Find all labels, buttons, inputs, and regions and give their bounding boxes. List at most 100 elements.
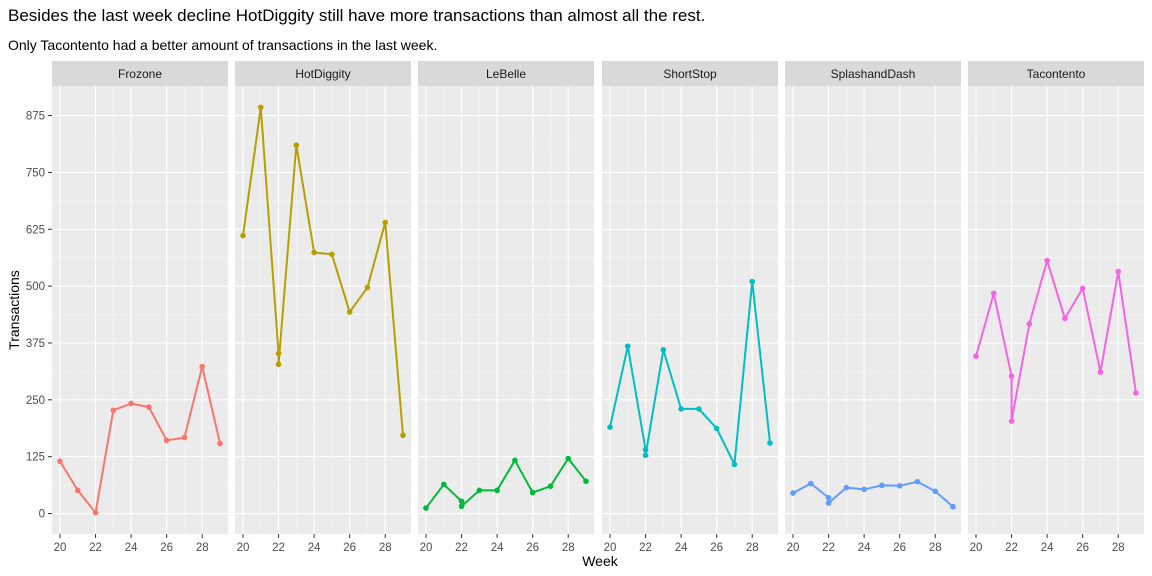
panel-background-shortstop [602,86,778,534]
data-point-shortstop [660,346,667,353]
x-tick-label: 28 [562,542,575,554]
data-point-shortstop [678,406,684,412]
x-tick-label: 20 [54,542,67,554]
data-point-hotdiggity [240,232,246,239]
data-point-frozone [128,400,134,407]
data-point-splashanddash [790,490,796,496]
x-tick-label: 26 [343,542,356,554]
data-point-lebelle [529,489,536,496]
data-point-lebelle [423,505,429,511]
y-tick-label: 750 [26,167,45,179]
data-point-tacontento [1097,369,1104,375]
data-point-splashanddash [950,503,956,510]
data-point-frozone [146,404,152,410]
data-point-lebelle [494,487,500,494]
x-tick-label: 22 [272,542,285,554]
x-tick-label: 28 [196,542,209,554]
data-point-splashanddash [807,480,814,487]
data-point-tacontento [1062,315,1068,322]
x-tick-label: 20 [420,542,433,554]
data-point-lebelle [440,481,447,488]
data-point-frozone [57,458,63,465]
y-tick-label: 250 [26,395,45,407]
data-point-hotdiggity [346,309,353,315]
data-point-frozone [163,437,170,444]
data-point-frozone [92,509,99,516]
data-point-lebelle [512,457,518,464]
y-tick-label: 125 [26,452,45,464]
data-point-shortstop [749,278,756,285]
y-tick-label: 625 [26,224,45,236]
x-tick-label: 22 [455,542,468,554]
data-point-splashanddash [914,478,921,485]
x-tick-label: 22 [822,542,835,554]
data-point-tacontento [1044,257,1050,264]
data-point-tacontento [1008,373,1015,379]
data-point-shortstop [642,452,649,459]
x-tick-label: 28 [379,542,392,554]
x-tick-label: 26 [160,542,173,554]
data-point-shortstop [731,461,738,468]
facet-strip-frozone [52,61,228,86]
x-tick-label: 24 [491,542,504,554]
facet-label-frozone: Frozone [118,67,162,81]
data-point-frozone [181,434,188,441]
data-point-lebelle [458,503,465,510]
chart-subtitle: Only Tacontento had a better amount of t… [8,37,438,53]
facet-strip-shortstop [602,61,778,86]
facet-label-shortstop: ShortStop [663,67,717,81]
data-point-hotdiggity [382,219,389,226]
x-tick-label: 24 [1041,542,1054,554]
data-point-splashanddash [861,486,867,493]
x-tick-label: 20 [604,542,617,554]
data-point-lebelle [476,487,483,494]
data-point-tacontento [990,290,997,297]
data-point-frozone [110,407,117,414]
data-point-splashanddash [896,482,903,489]
x-tick-label: 20 [787,542,800,554]
x-tick-label: 22 [639,542,652,554]
y-tick-label: 500 [26,281,45,293]
x-axis-title: Week [582,553,619,569]
facet-strip-tacontento [968,61,1144,86]
facet-strip-splashanddash [785,61,961,86]
x-tick-label: 28 [929,542,942,554]
y-tick-label: 375 [26,338,45,350]
data-point-hotdiggity [257,104,264,111]
x-tick-label: 24 [308,542,321,554]
x-tick-label: 26 [893,542,906,554]
data-point-splashanddash [843,484,850,491]
x-tick-label: 26 [710,542,723,554]
data-point-shortstop [642,447,649,453]
chart-title: Besides the last week decline HotDiggity… [8,6,706,25]
data-point-tacontento [1008,418,1015,425]
panel-background-tacontento [968,86,1144,534]
data-point-tacontento [1026,321,1033,327]
data-point-tacontento [1133,390,1139,396]
x-tick-label: 24 [858,542,871,554]
x-tick-label: 24 [125,542,138,554]
facet-label-hotdiggity: HotDiggity [295,67,350,81]
facet-label-splashanddash: SplashandDash [831,67,916,81]
data-point-hotdiggity [329,251,335,258]
data-point-frozone [199,363,206,370]
data-point-hotdiggity [311,249,317,256]
data-point-frozone [74,487,81,494]
data-point-splashanddash [825,494,832,501]
data-point-shortstop [607,424,613,430]
data-point-hotdiggity [275,350,282,357]
panel-background-splashanddash [785,86,961,534]
x-tick-label: 20 [237,542,250,554]
x-tick-label: 22 [1005,542,1018,554]
data-point-shortstop [767,440,773,446]
data-point-lebelle [565,455,572,462]
facet-label-tacontento: Tacontento [1027,67,1086,81]
data-point-hotdiggity [364,284,371,291]
data-point-shortstop [624,343,631,349]
facet-strip-hotdiggity [235,61,411,86]
x-tick-label: 28 [746,542,759,554]
data-point-lebelle [458,498,465,505]
data-point-hotdiggity [293,142,300,148]
panel-background-frozone [52,86,228,534]
